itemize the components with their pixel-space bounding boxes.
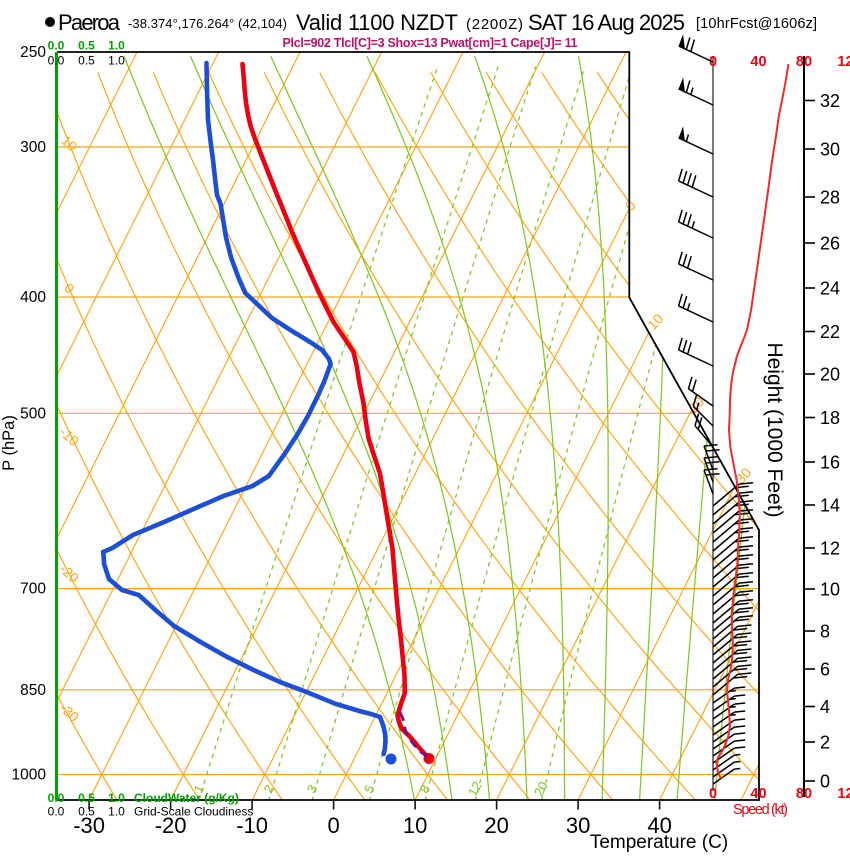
svg-text:30: 30 — [820, 140, 840, 160]
svg-text:28: 28 — [820, 188, 840, 208]
svg-text:700: 700 — [20, 581, 46, 598]
svg-text:26: 26 — [820, 234, 840, 254]
svg-text:22: 22 — [820, 322, 840, 342]
svg-text:24: 24 — [820, 279, 840, 299]
svg-text:20: 20 — [484, 813, 508, 838]
svg-text:0.0: 0.0 — [48, 805, 65, 819]
svg-text:CloudWater (g/Kg): CloudWater (g/Kg) — [134, 791, 239, 805]
svg-text:6: 6 — [820, 660, 830, 680]
svg-text:SAT 16 Aug 2025: SAT 16 Aug 2025 — [528, 10, 685, 35]
svg-text:20: 20 — [820, 365, 840, 385]
svg-text:12: 12 — [837, 54, 850, 70]
svg-text:Grid-Scale Cloudiness: Grid-Scale Cloudiness — [134, 805, 253, 819]
svg-text:-20: -20 — [155, 813, 187, 838]
svg-text:40: 40 — [750, 786, 766, 802]
svg-text:12: 12 — [820, 539, 840, 559]
svg-text:-30: -30 — [73, 813, 105, 838]
svg-text:2: 2 — [820, 733, 830, 753]
svg-text:Valid 1100 NZDT: Valid 1100 NZDT — [296, 10, 458, 35]
svg-text:[10hrFcst@1606z]: [10hrFcst@1606z] — [696, 16, 817, 32]
svg-text:40: 40 — [750, 54, 766, 70]
svg-text:-38.374°,176.264° (42,104): -38.374°,176.264° (42,104) — [128, 16, 287, 31]
svg-text:4: 4 — [820, 697, 830, 717]
svg-text:30: 30 — [566, 813, 590, 838]
svg-text:Height (1000 Feet): Height (1000 Feet) — [763, 342, 786, 517]
svg-text:12: 12 — [465, 779, 485, 799]
svg-text:0: 0 — [820, 772, 830, 792]
svg-text:-10: -10 — [236, 813, 268, 838]
svg-text:10: 10 — [820, 580, 840, 600]
svg-text:1.0: 1.0 — [108, 39, 125, 53]
svg-text:0.5: 0.5 — [78, 791, 95, 805]
svg-text:0.5: 0.5 — [78, 805, 95, 819]
svg-text:400: 400 — [20, 289, 46, 306]
svg-text:14: 14 — [820, 496, 840, 516]
svg-text:1000: 1000 — [12, 767, 47, 784]
svg-text:1.0: 1.0 — [108, 54, 125, 68]
svg-text:0.0: 0.0 — [48, 791, 65, 805]
svg-text:8: 8 — [820, 622, 830, 642]
svg-text:250: 250 — [20, 44, 46, 61]
svg-text:Temperature (C): Temperature (C) — [590, 832, 728, 853]
svg-text:12: 12 — [837, 786, 850, 802]
svg-text:1.0: 1.0 — [108, 791, 125, 805]
svg-text:0.0: 0.0 — [48, 54, 65, 68]
svg-text:10: 10 — [403, 813, 427, 838]
svg-text:850: 850 — [20, 682, 46, 699]
svg-text:0.5: 0.5 — [78, 39, 95, 53]
svg-text:Speed (kt): Speed (kt) — [733, 802, 788, 818]
svg-text:40: 40 — [647, 813, 671, 838]
svg-text:0.0: 0.0 — [48, 39, 65, 53]
svg-text:0: 0 — [709, 786, 717, 802]
svg-text:0: 0 — [327, 813, 339, 838]
svg-text:Plcl=902 Tlcl[C]=3 Shox=13 Pwa: Plcl=902 Tlcl[C]=3 Shox=13 Pwat[cm]=1 Ca… — [283, 36, 578, 50]
svg-text:20: 20 — [531, 779, 551, 799]
svg-text:32: 32 — [820, 91, 840, 111]
svg-text:16: 16 — [820, 453, 840, 473]
svg-text:(2200Z): (2200Z) — [466, 16, 523, 33]
svg-text:1.0: 1.0 — [108, 805, 125, 819]
svg-text:18: 18 — [820, 408, 840, 428]
svg-text:P (hPa): P (hPa) — [0, 415, 18, 471]
svg-text:500: 500 — [20, 405, 46, 422]
svg-text:300: 300 — [20, 139, 46, 156]
svg-text:0.5: 0.5 — [78, 54, 95, 68]
svg-text:Paeroa: Paeroa — [58, 10, 121, 35]
